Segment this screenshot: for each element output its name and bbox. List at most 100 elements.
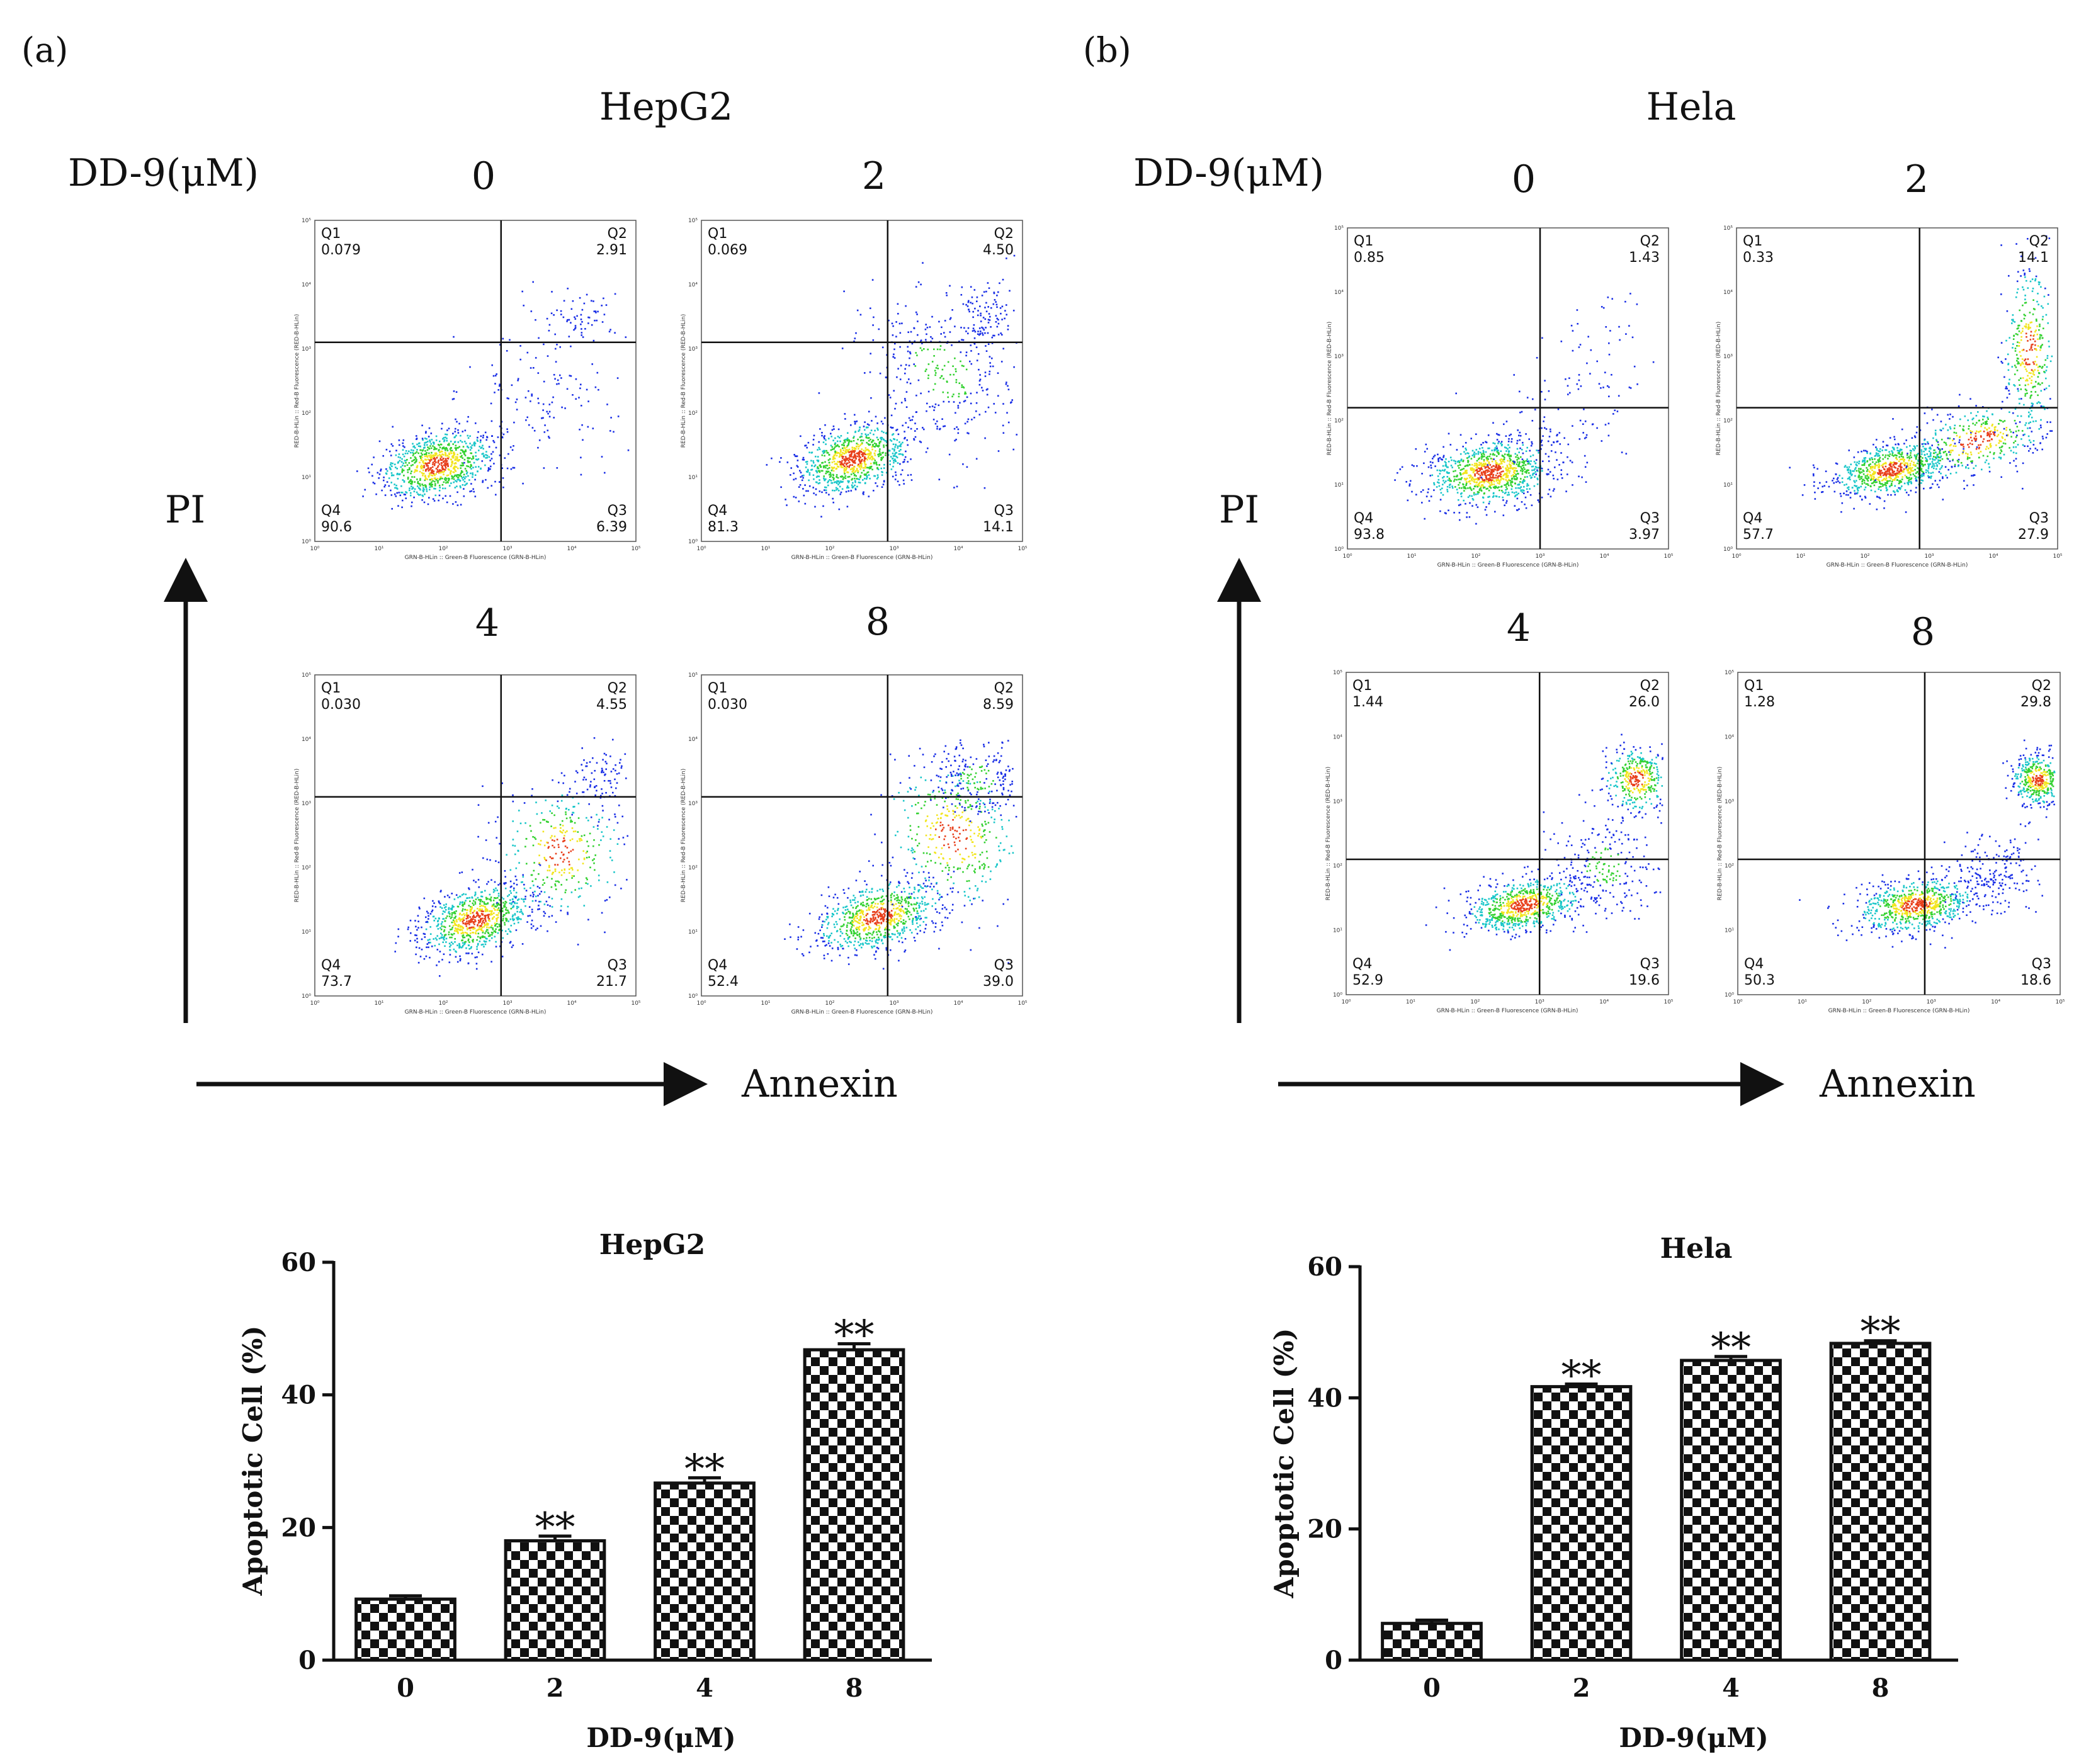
hepg2-bar-chart-significance-8: **: [834, 1313, 875, 1359]
hela-bar-chart-x-tick-label: 0: [1423, 1673, 1441, 1703]
panel-b-flow-plot-0-x-tick: 10⁴: [1599, 553, 1609, 560]
panel-b-dose-0: 0: [1512, 157, 1536, 201]
panel-b-flow-plot-2-x-tick: 10⁰: [1731, 553, 1741, 560]
panel-b-flow-plot-8-q1-value: 1.28: [1744, 694, 1775, 710]
panel-a-flow-plot-8-y-tick: 10⁴: [688, 737, 698, 743]
hela-bar-chart-bar-2: [1530, 1385, 1633, 1662]
panel-a-flow-plot-0-frame: [314, 220, 637, 542]
panel-a-dose-2: 2: [862, 154, 886, 198]
panel-b-flow-plot-2-q2-value: 14.1: [2018, 250, 2049, 266]
panel-a-flow-plot-2-y-tick: 10⁴: [688, 282, 698, 288]
panel-b-flow-plot-8-x-tick: 10⁴: [1991, 999, 2000, 1005]
panel-a-flow-plot-0-y-tick: 10¹: [302, 475, 311, 481]
panel-b-flow-plot-4-q4-value: 52.9: [1352, 973, 1383, 988]
panel-b-flow-plot-8-frame: [1737, 672, 2061, 995]
panel-a-flow-plot-4-q1-name: Q1: [321, 681, 341, 696]
panel-a-annexin-label: Annexin: [741, 1062, 898, 1106]
panel-a-flow-plot-8-q3-value: 39.0: [983, 974, 1014, 990]
panel-b-flow-plot-0-y-tick: 10²: [1334, 418, 1344, 424]
panel-b-label: (b): [1083, 30, 1131, 70]
panel-a-flow-plot-2-events: [766, 254, 1017, 517]
panel-a-flow-plot-0-q3-value: 6.39: [596, 519, 627, 535]
panel-b-flow-plot-2-q4-value: 57.7: [1743, 527, 1774, 543]
panel-b-flow-plot-2-y-tick: 10²: [1723, 418, 1733, 424]
panel-b-flow-plot-2-x-tick: 10³: [1924, 553, 1934, 560]
panel-a-cell-line-title: HepG2: [599, 85, 733, 129]
panel-b-flow-plot-2-x-title: GRN-B-HLin :: Green-B Fluorescence (GRN-…: [1827, 562, 1968, 568]
panel-a-flow-plot-4-frame: [314, 674, 637, 997]
panel-b-flow-plot-8-events: [1799, 739, 2056, 949]
panel-a-flow-plot-8-x-tick: 10⁵: [1017, 1000, 1027, 1007]
panel-b-flow-plot-2-y-tick: 10³: [1723, 354, 1733, 360]
panel-b-flow-plot-0-y-tick: 10⁵: [1334, 225, 1344, 232]
panel-a-pi-label: PI: [165, 488, 205, 532]
panel-a-flow-plot-4-y-tick: 10²: [302, 865, 311, 871]
hela-bar-chart-x-tick-label: 4: [1722, 1673, 1740, 1703]
panel-a-flow-plot-2-q4-value: 81.3: [708, 519, 739, 535]
panel-b-flow-plot-8-x-tick: 10¹: [1798, 999, 1807, 1005]
hepg2-bar-chart-y-tick-label: 60: [281, 1248, 316, 1277]
panel-b-flow-plot-2-q3-value: 27.9: [2018, 527, 2049, 543]
hepg2-bar-chart-bar-8: [803, 1348, 905, 1662]
panel-b-flow-plot-4-x-tick: 10³: [1535, 999, 1544, 1005]
panel-a-flow-plot-8-q2-value: 8.59: [983, 697, 1014, 713]
hela-bar-chart-y-tick-label: 20: [1307, 1515, 1342, 1544]
panel-a-flow-plot-8-y-tick: 10⁰: [688, 993, 698, 1000]
panel-b-flow-plot-2-y-tick: 10⁰: [1723, 546, 1733, 553]
hela-bar-chart-title: Hela: [1660, 1233, 1733, 1265]
panel-b-dose-4: 4: [1507, 606, 1531, 650]
hela-bar-chart-y-tick-label: 40: [1307, 1383, 1342, 1413]
panel-b-flow-plot-0-x-tick: 10⁰: [1342, 553, 1352, 560]
panel-b-cell-line-title: Hela: [1646, 85, 1737, 129]
panel-b-flow-plot-2-x-tick: 10⁵: [2053, 553, 2062, 560]
panel-b-flow-plot-8-q3-value: 18.6: [2020, 973, 2051, 988]
panel-b-flow-plot-4-x-title: GRN-B-HLin :: Green-B Fluorescence (GRN-…: [1437, 1008, 1578, 1014]
panel-b-flow-plot-8-q4-value: 50.3: [1744, 973, 1775, 988]
panel-b-flow-plot-2-frame: [1736, 227, 2058, 550]
panel-a-flow-plot-8-y-title: RED-B-HLin :: Red-B Fluorescence (RED-B-…: [681, 769, 687, 902]
panel-b-flow-plot-0-y-tick: 10¹: [1334, 482, 1344, 489]
panel-b-flow-plot-8-q2-value: 29.8: [2020, 694, 2051, 710]
hela-bar-chart-bar-0: [1381, 1622, 1483, 1662]
panel-a-flow-plot-0-y-tick: 10⁵: [302, 218, 311, 224]
hepg2-bar-chart-bar-0: [354, 1597, 456, 1662]
panel-b-flow-plot-4-q1-name: Q1: [1352, 678, 1372, 694]
panel-a-flow-plot-8-x-tick: 10⁴: [953, 1000, 963, 1007]
panel-b-flow-plot-4-y-tick: 10⁴: [1333, 734, 1342, 740]
panel-a-flow-plot-2-y-tick: 10³: [688, 346, 698, 353]
panel-a-flow-plot-2-q2-value: 4.50: [983, 242, 1014, 258]
hela-bar-chart: Hela DD-9(μM) Apoptotic Cell (%) 0204060…: [1269, 1233, 1958, 1753]
panel-a-flow-plot-8-q4-name: Q4: [708, 958, 727, 973]
panel-b-flow-plot-8-q2-name: Q2: [2032, 678, 2051, 694]
panel-b-flow-plot-0-q4-value: 93.8: [1354, 527, 1385, 543]
panel-b: (b) Hela DD-9(μM) 0 2 4 8 PI Annexin 10⁰…: [1083, 30, 2065, 1106]
panel-a-flow-plot-2-x-tick: 10⁵: [1017, 546, 1027, 552]
hepg2-bar-chart: HepG2 DD-9(μM) Apoptotic Cell (%) 020406…: [237, 1229, 932, 1753]
panel-b-annexin-label: Annexin: [1819, 1062, 1976, 1106]
panel-b-flow-plot-2-y-tick: 10¹: [1723, 482, 1733, 489]
panel-b-dose-8: 8: [1911, 610, 1935, 654]
panel-b-flow-plot-2-q3-name: Q3: [2029, 511, 2049, 526]
hela-bar-chart-x-tick-label: 8: [1872, 1673, 1890, 1703]
hela-bar-chart-y-tick-label: 60: [1307, 1252, 1342, 1282]
panel-b-flow-plot-0-q3-value: 3.97: [1629, 527, 1660, 543]
hela-bar-chart-significance-4: **: [1711, 1325, 1751, 1372]
panel-b-flow-plot-4-x-tick: 10⁵: [1663, 999, 1673, 1005]
panel-a-flow-plot-2-x-tick: 10⁰: [696, 546, 706, 552]
panel-b-flow-plot-2-x-tick: 10¹: [1796, 553, 1805, 560]
panel-b-flow-plot-2-y-tick: 10⁴: [1723, 290, 1733, 296]
hela-bar-chart-bar-4: [1680, 1359, 1782, 1662]
panel-a-dose-0: 0: [472, 154, 496, 198]
panel-a-flow-plot-4-x-title: GRN-B-HLin :: Green-B Fluorescence (GRN-…: [405, 1009, 547, 1015]
panel-a-flow-plot-8-x-tick: 10¹: [761, 1000, 770, 1007]
panel-a-flow-plot-8-q2-name: Q2: [994, 681, 1014, 696]
panel-b-flow-plot-8-q4-name: Q4: [1744, 956, 1764, 972]
panel-a-flow-plot-4-x-tick: 10¹: [374, 1000, 383, 1007]
panel-a-flow-plot-0-events: [356, 281, 630, 510]
panel-a-flow-plot-4-x-tick: 10⁵: [631, 1000, 640, 1007]
panel-b-flow-plot-4-x-tick: 10⁴: [1599, 999, 1609, 1005]
